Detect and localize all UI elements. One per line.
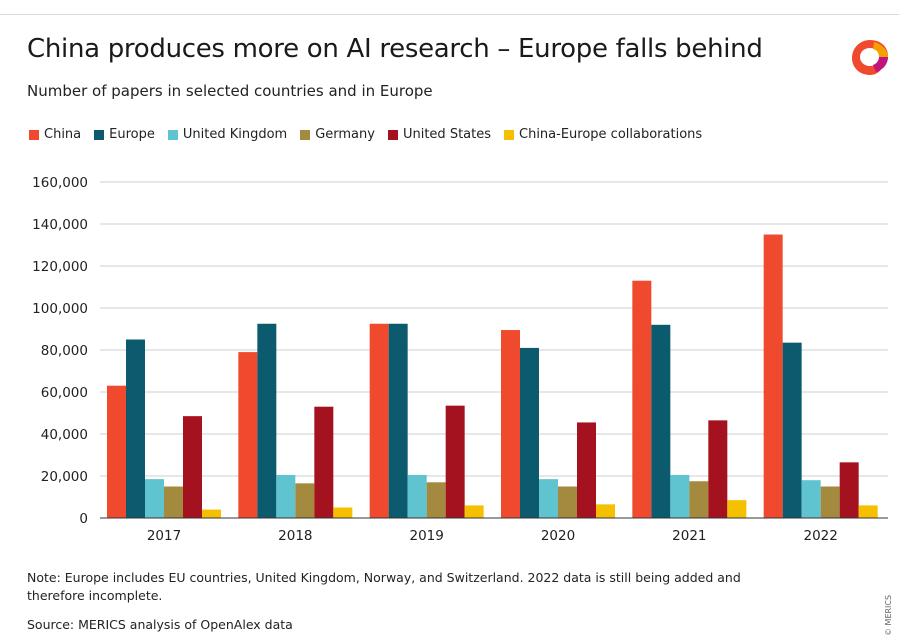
bar (820, 486, 840, 518)
bar (314, 406, 334, 518)
bar (333, 507, 353, 518)
bar (708, 420, 728, 518)
bar (238, 352, 258, 518)
y-tick-label: 80,000 (41, 343, 88, 359)
bar (782, 342, 802, 518)
bar (164, 486, 183, 518)
bar (126, 339, 145, 518)
chart-legend: China Europe United Kingdom Germany United S… (29, 127, 715, 142)
bar (464, 505, 484, 518)
bar (539, 479, 558, 518)
bar (407, 474, 427, 518)
bar (202, 509, 221, 518)
legend-swatch (94, 129, 105, 140)
legend-label: China (44, 127, 82, 142)
y-tick-label: 100,000 (32, 301, 88, 317)
chart-note: Note: Europe includes EU countries, Unit… (27, 570, 741, 603)
legend-swatch (387, 129, 398, 140)
bar (520, 347, 539, 518)
bar (369, 323, 389, 518)
legend-label: China-Europe collaborations (519, 127, 703, 142)
bar (558, 486, 577, 518)
y-tick-label: 60,000 (41, 385, 88, 401)
bar (577, 422, 596, 518)
x-tick-label: 2022 (803, 528, 837, 544)
bar (839, 462, 859, 518)
y-tick-label: 140,000 (32, 217, 88, 233)
legend-item: Europe (94, 127, 155, 142)
bar (295, 483, 315, 518)
legend-swatch (29, 129, 39, 140)
copyright-text: © MERICS (884, 594, 893, 636)
legend-swatch (300, 129, 311, 140)
bar (257, 323, 277, 518)
legend-label: United Kingdom (182, 127, 288, 142)
top-divider (0, 14, 899, 15)
bar-chart: 0 20,000 40,000 60,000 80,000 100,000 120,000 1… (32, 175, 888, 544)
legend-swatch (167, 129, 178, 140)
x-tick-label: 2019 (409, 528, 443, 544)
bar (426, 482, 446, 518)
bar (858, 505, 878, 518)
y-tick-label: 40,000 (41, 427, 88, 443)
bar (276, 474, 296, 518)
legend-label: Germany (315, 127, 375, 142)
bar (632, 280, 652, 518)
y-tick-label: 120,000 (32, 259, 88, 275)
legend-item: China-Europe collaborations (504, 127, 702, 142)
bar (670, 474, 690, 518)
bar (763, 234, 783, 518)
legend-item: Germany (300, 127, 375, 142)
legend-swatch (504, 129, 514, 140)
legend-item: China (29, 127, 81, 142)
bar (651, 324, 671, 518)
bar (801, 480, 821, 518)
chart-source: Source: MERICS analysis of OpenAlex data (27, 617, 293, 632)
bar (727, 500, 747, 518)
y-tick-label: 160,000 (32, 175, 88, 191)
bar (183, 416, 202, 518)
legend-item: United Kingdom (167, 127, 288, 142)
merics-logo-icon (852, 40, 888, 75)
legend-label: United States (402, 127, 491, 142)
bar (596, 504, 615, 518)
x-tick-label: 2021 (672, 528, 706, 544)
x-tick-label: 2020 (541, 528, 575, 544)
y-tick-label: 0 (79, 511, 88, 527)
legend-label: Europe (109, 127, 155, 142)
x-tick-label: 2018 (278, 528, 312, 544)
bar (107, 385, 126, 518)
x-tick-label: 2017 (147, 528, 181, 544)
bar (145, 479, 164, 518)
bar (388, 323, 408, 518)
y-tick-label: 20,000 (41, 469, 88, 485)
chart-subtitle: Number of papers in selected countries a… (27, 82, 433, 100)
bar (445, 405, 465, 518)
bar (689, 481, 709, 518)
chart-title: China produces more on AI research – Eur… (27, 34, 763, 64)
bar (501, 330, 520, 518)
legend-item: United States (387, 127, 491, 142)
